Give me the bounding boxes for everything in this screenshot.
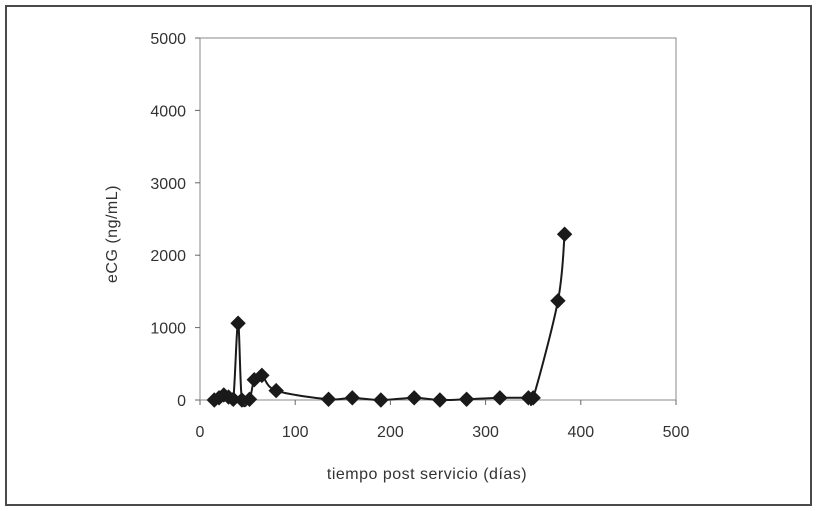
data-point-marker [344,390,361,406]
plot-border [199,37,677,401]
data-point-marker [268,382,284,399]
y-tick-label: 3000 [150,176,186,193]
chart-frame: 0 1000 2000 3000 4000 5000 0 100 200 300 400 500 e… [5,5,812,506]
data-point-marker [373,392,389,408]
x-tick-label: 0 [196,424,205,441]
x-tick-label: 200 [377,424,404,441]
data-point-marker [550,293,566,309]
data-point-marker [492,390,508,406]
series-line [213,234,566,408]
data-point-marker [525,390,541,406]
y-tick-label: 2000 [150,248,186,265]
data-point-marker [432,392,448,408]
data-point-marker [556,226,573,242]
plot-area [199,37,677,408]
y-tick-label: 0 [177,393,186,410]
y-axis: 0 1000 2000 3000 4000 5000 [150,31,200,410]
data-point-marker [458,391,475,407]
y-axis-title: eCG (ng/mL) [104,185,121,283]
y-tick-label: 4000 [150,103,186,120]
y-tick-label: 1000 [150,321,186,338]
data-point-marker [406,390,422,406]
x-tick-label: 100 [282,424,309,441]
x-tick-label: 500 [663,424,690,441]
x-tick-label: 300 [472,424,499,441]
chart-svg: 0 1000 2000 3000 4000 5000 0 100 200 300 400 500 e… [104,31,690,483]
x-tick-label: 400 [567,424,594,441]
data-point-marker [254,367,270,384]
x-axis-title: tiempo post servicio (días) [327,466,527,483]
data-point-marker [241,391,258,407]
x-axis: 0 100 200 300 400 500 [196,400,690,441]
data-point-marker [230,315,246,331]
y-tick-label: 5000 [150,31,186,48]
data-point-marker [320,391,337,407]
